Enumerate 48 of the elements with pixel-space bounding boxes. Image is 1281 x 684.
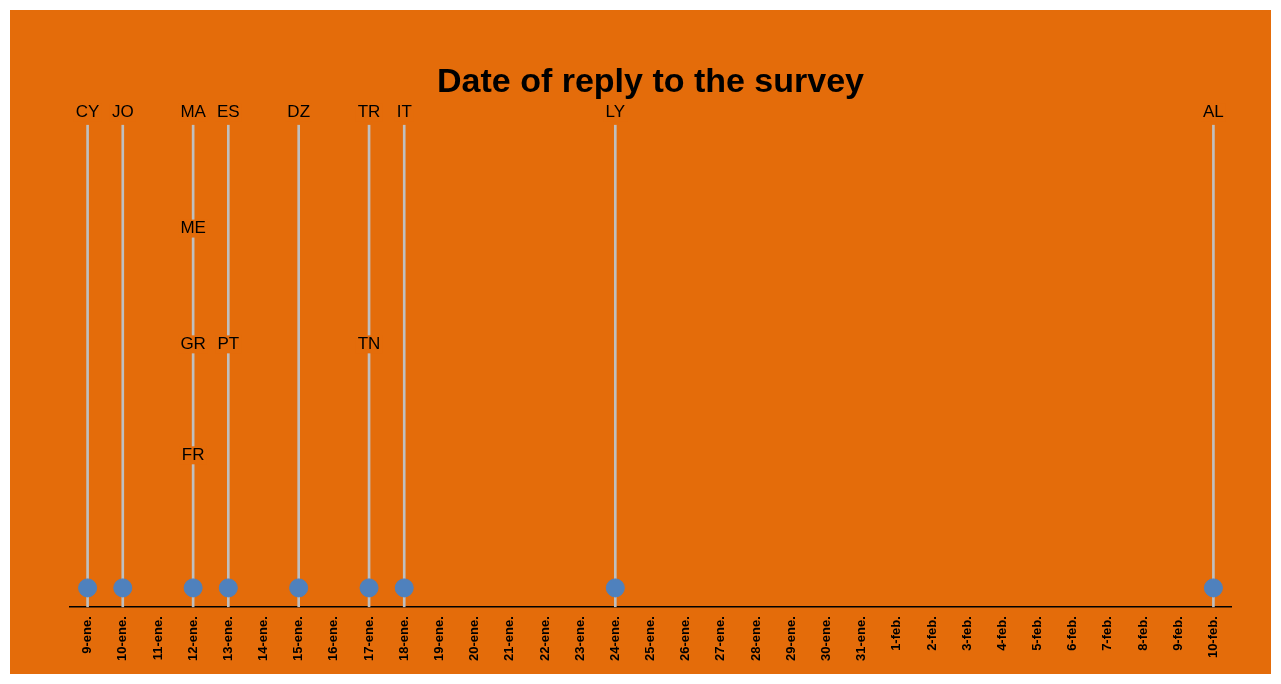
x-tick-label: 28-ene. [747, 616, 763, 662]
x-tick-label: 12-ene. [184, 616, 200, 662]
x-tick-label: 27-ene. [712, 616, 728, 662]
x-tick-label: 7-feb. [1099, 616, 1115, 651]
annotation: DZ [287, 102, 311, 122]
annotation: CY [75, 102, 100, 122]
annotation: IT [396, 102, 412, 122]
x-tick-label: 31-ene. [853, 616, 869, 662]
x-tick-label: 19-ene. [430, 616, 446, 662]
annotation: MA [180, 102, 207, 122]
x-tick-label: 11-ene. [149, 616, 165, 661]
x-tick-label: 22-ene. [536, 616, 552, 662]
x-tick-label: 29-ene. [782, 616, 798, 662]
x-tick-label: 15-ene. [290, 616, 306, 662]
x-tick-label: 13-ene. [219, 616, 235, 662]
annotation: GR [180, 334, 206, 354]
x-tick-label: 10-ene. [114, 616, 130, 662]
x-tick-label: 20-ene. [466, 616, 482, 662]
annotation: TN [357, 334, 381, 354]
x-tick-label: 9-feb. [1169, 616, 1185, 651]
x-tick-label: 23-ene. [571, 616, 587, 662]
x-tick-label: 16-ene. [325, 616, 341, 662]
annotation: ES [216, 102, 240, 122]
annotation: PT [217, 334, 240, 354]
x-tick-label: 17-ene. [360, 616, 376, 662]
annotation: FR [181, 444, 205, 464]
x-tick-label: 9-ene. [79, 616, 95, 654]
chart-title: Date of reply to the survey [436, 60, 865, 99]
annotation: ME [180, 218, 206, 238]
x-tick-label: 5-feb. [1029, 616, 1045, 651]
x-tick-label: 26-ene. [677, 616, 693, 662]
x-tick-label: 2-feb. [923, 616, 939, 651]
x-tick-label: 25-ene. [642, 616, 658, 662]
annotation: LY [605, 102, 626, 122]
annotation: JO [111, 102, 134, 122]
x-tick-label: 3-feb. [958, 616, 974, 651]
x-tick-label: 30-ene. [817, 616, 833, 662]
annotation: TR [357, 102, 381, 122]
x-tick-label: 4-feb. [993, 616, 1009, 651]
annotation: AL [1203, 102, 1224, 122]
x-tick-label: 6-feb. [1064, 616, 1080, 651]
x-tick-label: 10-feb. [1204, 616, 1220, 659]
x-tick-label: 18-ene. [395, 616, 411, 662]
x-tick-label: 24-ene. [606, 616, 622, 662]
x-tick-label: 1-feb. [888, 616, 904, 651]
x-tick-label: 8-feb. [1134, 616, 1150, 651]
x-tick-label: 14-ene. [255, 616, 271, 662]
x-tick-label: 21-ene. [501, 616, 517, 662]
